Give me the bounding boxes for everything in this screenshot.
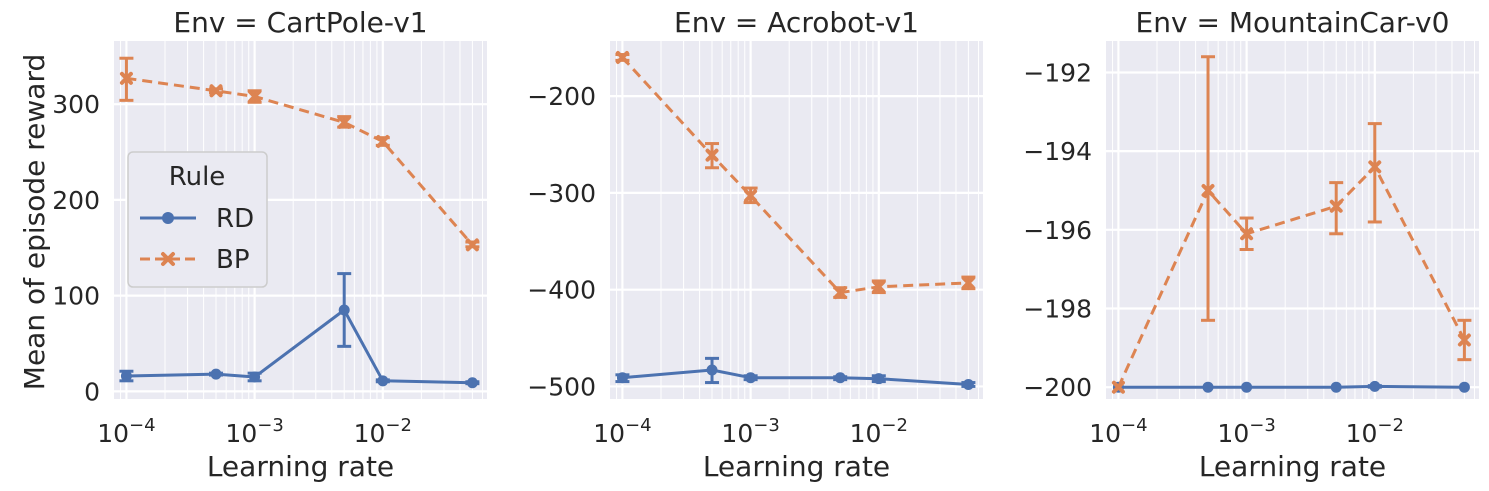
series-line	[1117, 165, 1466, 388]
series-line	[1118, 384, 1465, 389]
y-tick-label: −192	[1023, 58, 1092, 87]
y-tick-label: −194	[1023, 137, 1092, 166]
data-point	[962, 378, 974, 390]
data-point	[377, 375, 389, 387]
data-point	[961, 276, 975, 290]
data-point	[1368, 160, 1382, 174]
y-tick-label: 200	[52, 186, 100, 215]
data-point	[376, 135, 390, 149]
data-point	[1457, 333, 1471, 347]
legend-title: Rule	[169, 162, 226, 192]
data-point	[745, 372, 757, 384]
x-axis-label: Learning rate	[1199, 450, 1386, 483]
y-tick-label: 0	[84, 377, 100, 406]
x-axis-label: Learning rate	[703, 450, 890, 483]
data-point	[834, 372, 846, 384]
panel-3: 10−4 10−3 10−2 −200 −198 −196 −194 −192 Env = Mo…	[1023, 6, 1479, 483]
legend: Rule RD BP	[127, 151, 268, 288]
y-tick-label: −200	[1023, 373, 1092, 402]
data-point	[873, 373, 885, 385]
data-point	[1458, 381, 1470, 393]
x-tick-label: 10−3	[721, 415, 779, 448]
x-tick-label: 10−2	[354, 415, 412, 448]
y-tick-label: −196	[1023, 216, 1092, 245]
panel-title: Env = Acrobot-v1	[674, 6, 919, 39]
data-point	[706, 364, 718, 376]
data-point	[120, 370, 132, 382]
x-tick-label: 10−2	[1346, 415, 1404, 448]
y-tick-label: 300	[52, 90, 100, 119]
y-tick-label: −198	[1023, 295, 1092, 324]
data-point	[1329, 199, 1343, 213]
series-line	[126, 308, 473, 385]
data-point	[833, 286, 847, 300]
panel-title: Env = CartPole-v1	[173, 6, 427, 39]
data-point	[616, 372, 628, 384]
legend-rd-label: RD	[216, 204, 254, 234]
data-point	[744, 189, 758, 203]
data-point	[466, 377, 478, 389]
legend-bp-marker	[161, 252, 175, 266]
data-point	[248, 90, 262, 104]
data-point	[1369, 380, 1381, 392]
data-point	[119, 71, 133, 85]
plot-area	[610, 41, 983, 399]
data-point	[249, 371, 261, 383]
panel-1: 10−4 10−3 10−2 0 100 200 300 Env = CartPole-v1 L…	[52, 6, 487, 483]
data-point	[1111, 380, 1125, 394]
legend-bp-label: BP	[216, 245, 250, 275]
y-tick-label: −300	[527, 179, 596, 208]
series-line	[622, 368, 969, 386]
data-point	[337, 115, 351, 129]
y-tick-label: −200	[527, 82, 596, 111]
x-tick-label: 10−3	[1217, 415, 1275, 448]
panel-2: 10−4 10−3 10−2 −500 −400 −300 −200 Env = Acrobo…	[527, 6, 983, 483]
panel-title: Env = MountainCar-v0	[1136, 6, 1450, 39]
data-point	[338, 304, 350, 316]
series-line	[621, 56, 969, 295]
data-point	[465, 238, 479, 252]
data-point	[1201, 183, 1215, 197]
series-bp	[119, 56, 480, 252]
x-tick-label: 10−4	[97, 415, 155, 448]
y-tick-label: −400	[527, 276, 596, 305]
data-point	[872, 280, 886, 294]
y-axis-label: Mean of episode reward	[18, 54, 51, 390]
series-bp	[1111, 55, 1472, 394]
panels: 10−4 10−3 10−2 0 100 200 300 Env = CartPole-v1 L…	[52, 6, 1479, 483]
series-bp	[615, 50, 976, 300]
data-point	[1330, 381, 1342, 393]
x-tick-label: 10−4	[1089, 415, 1147, 448]
data-point	[209, 84, 223, 98]
series-line	[126, 76, 474, 246]
data-point	[1241, 381, 1253, 393]
data-point	[705, 148, 719, 162]
data-point	[1202, 381, 1214, 393]
series-rd	[119, 272, 480, 389]
x-axis-label: Learning rate	[207, 450, 394, 483]
data-point	[615, 50, 629, 64]
y-tick-label: −500	[527, 372, 596, 401]
x-tick-label: 10−4	[593, 415, 651, 448]
series-rd	[615, 356, 976, 390]
legend-rd-marker	[162, 212, 174, 224]
x-tick-label: 10−3	[225, 415, 283, 448]
data-point	[210, 368, 222, 380]
data-point	[1240, 227, 1254, 241]
x-tick-label: 10−2	[850, 415, 908, 448]
y-tick-label: 100	[52, 282, 100, 311]
